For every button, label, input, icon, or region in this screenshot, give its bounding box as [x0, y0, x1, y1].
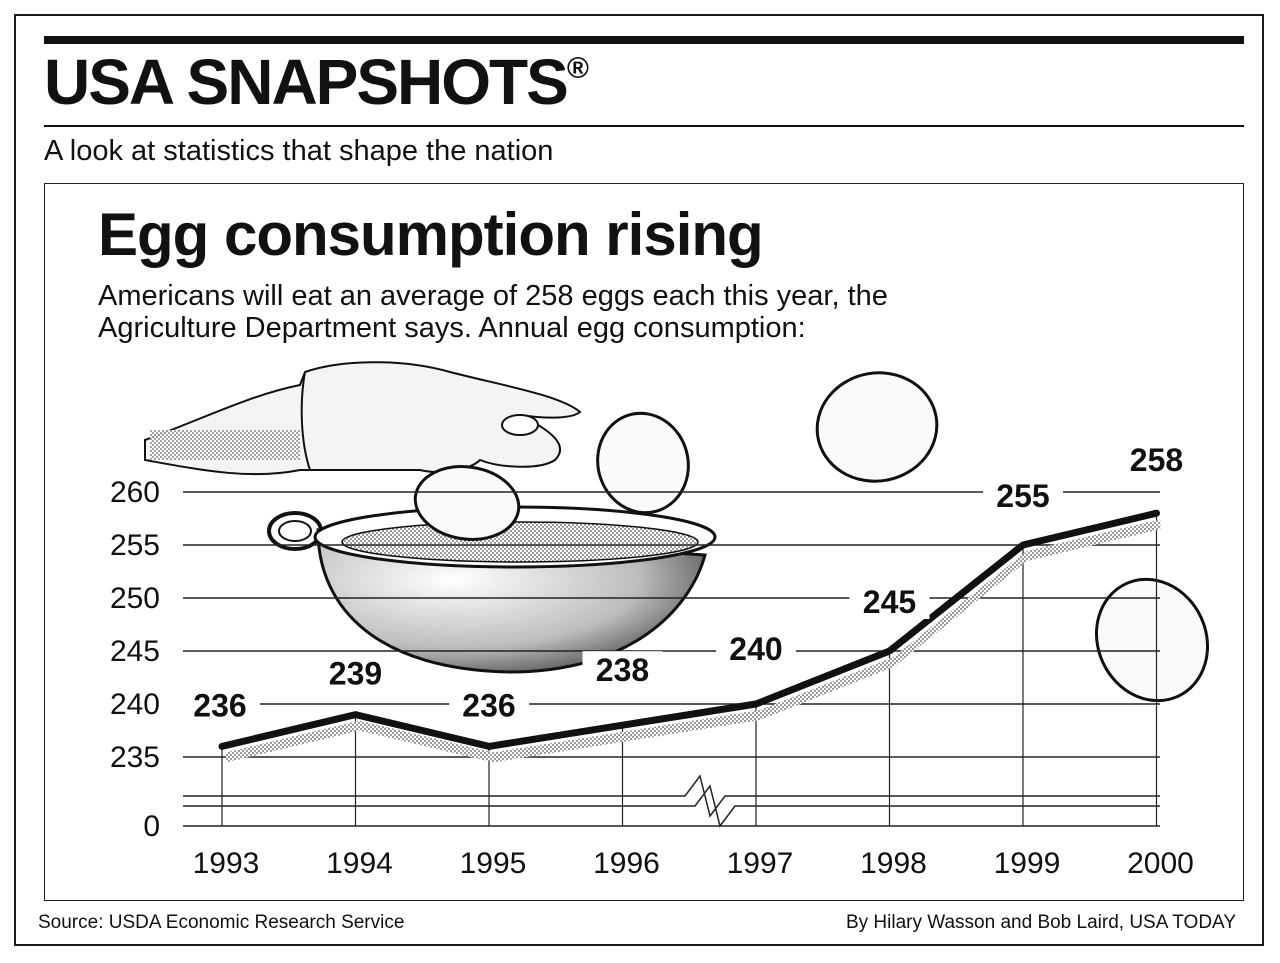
x-tick-label: 1997	[727, 847, 794, 880]
x-tick-label: 1993	[193, 847, 260, 880]
y-tick-label: 250	[110, 582, 160, 615]
data-label: 258	[1130, 442, 1183, 478]
axis-break	[183, 774, 1160, 828]
gridlines	[183, 491, 1160, 827]
chart-subtitle: Americans will eat an average of 258 egg…	[98, 280, 1198, 345]
data-label-knockout	[716, 630, 796, 666]
x-tick-label: 2000	[1127, 847, 1194, 880]
data-label: 240	[729, 631, 782, 667]
data-label: 255	[996, 478, 1049, 514]
data-label-knockout	[1116, 441, 1197, 478]
axis-break-lower	[183, 784, 1160, 828]
y-axis-ticks: 260 255 250 245 240 235 0	[110, 476, 160, 843]
vertical-gridlines	[221, 513, 1158, 826]
x-tick-label: 1998	[860, 847, 927, 880]
outer-frame	[14, 14, 1264, 946]
data-label-knockout	[983, 477, 1063, 513]
x-tick-label: 1994	[326, 847, 393, 880]
registered-mark: ®	[566, 52, 589, 85]
x-tick-label: 1996	[593, 847, 660, 880]
data-label-knockout	[582, 651, 663, 688]
data-label: 236	[462, 687, 515, 723]
data-label-knockout	[315, 654, 396, 691]
chart-frame	[44, 183, 1244, 901]
data-label: 239	[329, 656, 382, 692]
series-shadow	[226, 519, 1161, 763]
tagline: A look at statistics that shape the nati…	[44, 135, 554, 167]
x-axis-ticks: 1993 1994 1995 1996 1997 1998 1999 2000	[193, 847, 1194, 880]
y-tick-label: 0	[143, 810, 160, 843]
masthead-rule	[44, 125, 1244, 127]
data-label: 245	[863, 584, 916, 620]
credit-note: By Hilary Wasson and Bob Laird, USA TODA…	[845, 912, 1236, 933]
data-label: 238	[596, 652, 649, 688]
series-line	[218, 509, 1160, 750]
illustration	[144, 361, 1210, 703]
top-rule	[44, 36, 1244, 44]
data-label-knockout	[849, 583, 930, 619]
chart-title: Egg consumption rising	[98, 201, 764, 268]
x-tick-label: 1995	[460, 847, 527, 880]
data-labels: 236 239 236 238 240 245 255 258	[180, 441, 1197, 723]
source-note: Source: USDA Economic Research Service	[38, 912, 405, 933]
data-label-knockout	[180, 686, 260, 723]
chart-subtitle-line-2: Agriculture Department says. Annual egg …	[98, 312, 806, 345]
y-tick-label: 260	[110, 476, 160, 509]
falling-egg-icon	[596, 411, 690, 515]
data-label-knockout	[449, 686, 529, 723]
hand-icon	[144, 361, 582, 476]
floating-egg-icon	[815, 371, 939, 483]
axis-break-upper	[183, 774, 1160, 818]
bowl-icon	[267, 505, 717, 674]
y-tick-label: 245	[110, 635, 160, 668]
data-label: 236	[193, 687, 246, 723]
y-tick-label: 240	[110, 688, 160, 721]
y-tick-label: 235	[110, 741, 160, 774]
egg-in-bowl-icon	[413, 465, 521, 541]
masthead: USA SNAPSHOTS®	[44, 50, 589, 114]
y-tick-label: 255	[110, 529, 160, 562]
x-tick-label: 1999	[994, 847, 1061, 880]
chart-subtitle-line-1: Americans will eat an average of 258 egg…	[98, 280, 888, 312]
side-egg-icon	[1094, 577, 1210, 703]
masthead-text: USA SNAPSHOTS	[44, 46, 569, 118]
